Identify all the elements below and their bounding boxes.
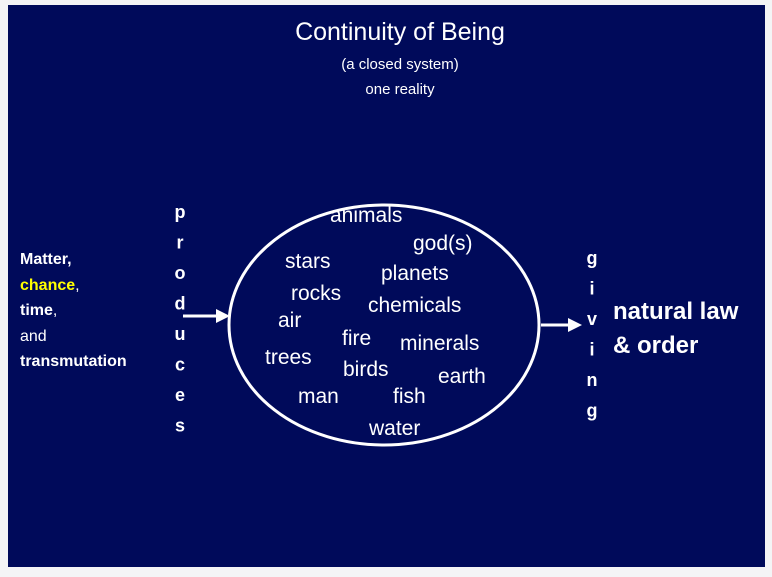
element: water [368, 417, 420, 440]
arrowhead [216, 309, 230, 323]
subtitle: (a closed system) [341, 56, 459, 73]
element: man [298, 385, 339, 408]
title: Continuity of Being [295, 18, 505, 46]
word: , [53, 302, 57, 319]
element: animals [330, 204, 402, 227]
letter: p [175, 202, 186, 222]
word: , [75, 277, 79, 294]
letter: u [175, 324, 186, 344]
element: stars [285, 250, 331, 273]
letter: i [589, 340, 594, 360]
letter: i [589, 279, 594, 299]
letter: e [175, 385, 185, 405]
letter: o [175, 263, 186, 283]
word: time [20, 302, 53, 319]
source-line: chance, [20, 277, 80, 294]
letter: s [175, 416, 185, 436]
word: and [20, 328, 47, 345]
element: rocks [291, 282, 341, 305]
slide-background [8, 5, 765, 567]
subtitle: one reality [365, 81, 435, 98]
element: planets [381, 262, 449, 285]
source-line: transmutation [20, 353, 127, 370]
circle [227, 203, 541, 447]
word: chance [20, 277, 75, 294]
element: god(s) [413, 232, 473, 255]
source-line: time, [20, 302, 57, 319]
element: birds [343, 358, 389, 381]
word: transmutation [20, 353, 127, 370]
element: chemicals [368, 294, 461, 317]
element: fire [342, 327, 371, 350]
letter: v [587, 309, 597, 329]
letter: g [587, 248, 598, 268]
letter: n [587, 370, 598, 390]
letter: g [587, 401, 598, 421]
element: fish [393, 385, 426, 408]
source-line: and [20, 328, 47, 345]
letter: c [175, 355, 185, 375]
letter: r [176, 233, 183, 253]
result: & order [613, 332, 698, 359]
arrowhead [568, 318, 582, 332]
element: earth [438, 365, 486, 388]
letter: d [175, 294, 186, 314]
source-text: Matter, chance, time, and transmutation [20, 251, 127, 370]
element: trees [265, 346, 312, 369]
element: air [278, 309, 301, 332]
elements: animals god(s) stars planets rocks chemicals a… [265, 204, 486, 440]
source-line: Matter, [20, 251, 72, 268]
result: natural law [613, 298, 739, 325]
word: Matter, [20, 251, 72, 268]
element: minerals [400, 332, 479, 355]
